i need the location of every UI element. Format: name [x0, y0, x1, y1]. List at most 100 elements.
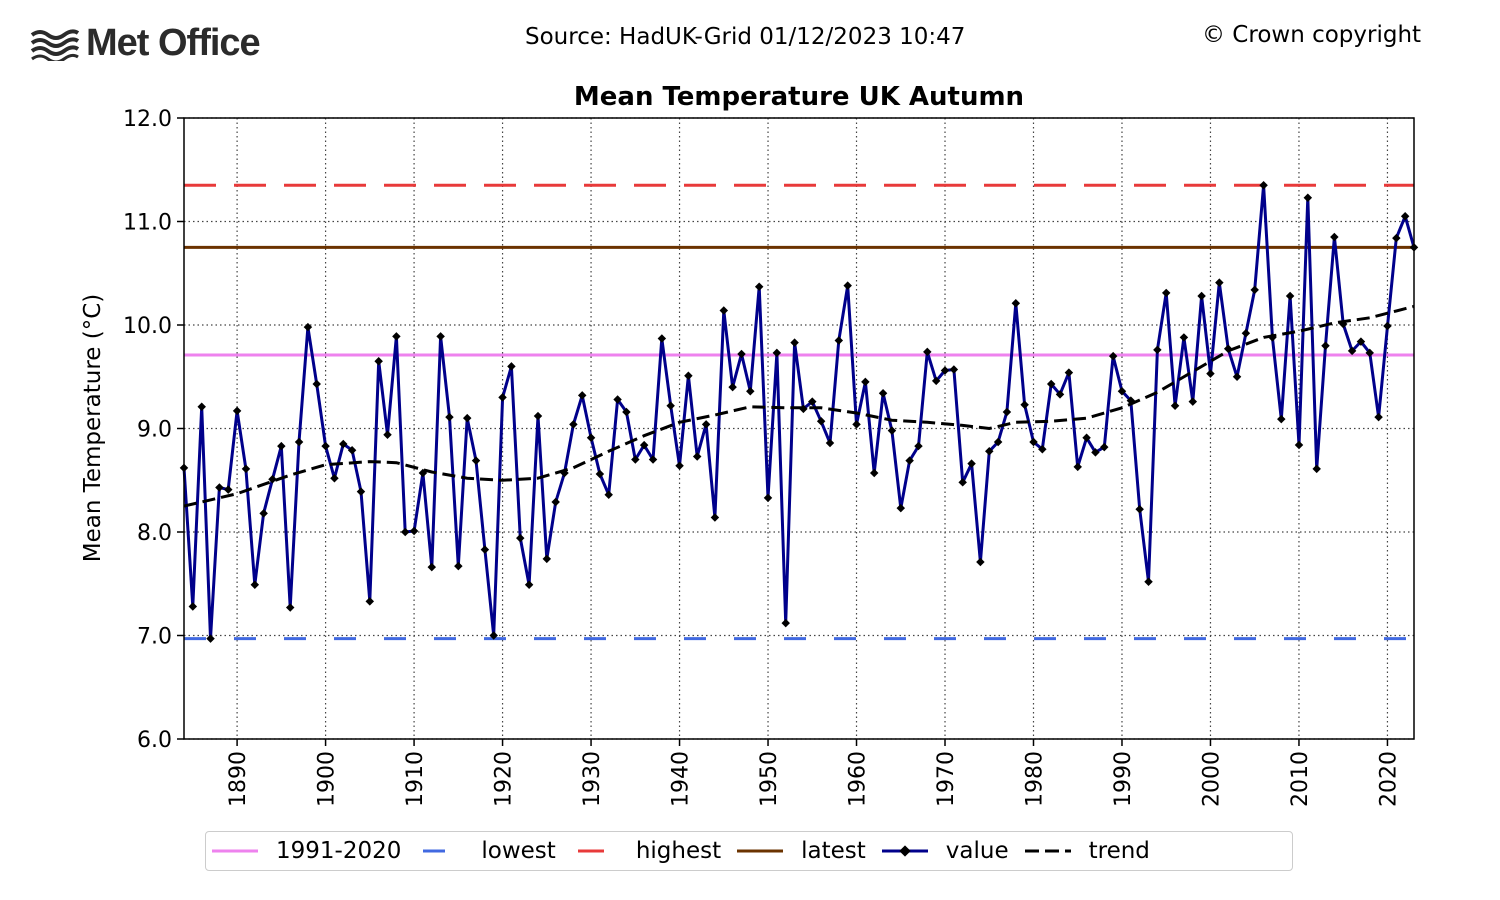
value-point [878, 389, 888, 398]
value-point [861, 377, 870, 387]
value-point [1294, 440, 1304, 450]
value-point [825, 438, 835, 448]
axes: 6.0 7.0 8.0 9.0 10.0 11.0 12.0 1890 1900 1910 1920… [123, 107, 1415, 807]
value-point [710, 513, 720, 522]
value-point [993, 437, 1003, 447]
legend-swatch-highest [572, 845, 618, 857]
value-point [1179, 333, 1189, 342]
legend-swatch-baseline [212, 845, 258, 857]
y-tick-label: 6.0 [137, 728, 172, 753]
value-point [1312, 464, 1321, 474]
value-point [1277, 414, 1286, 424]
x-tick-label: 1940 [669, 751, 694, 807]
legend-label-highest: highest [635, 838, 722, 864]
x-tick-label: 1900 [315, 751, 340, 807]
y-tick-label: 9.0 [137, 418, 172, 443]
value-point [259, 509, 268, 518]
met-office-waves-icon [30, 28, 80, 61]
y-tick-label: 12.0 [123, 107, 172, 132]
value-point [1321, 341, 1330, 350]
value-point [1144, 577, 1153, 586]
legend: 1991-2020 lowest highest latest value tr… [205, 831, 1293, 871]
value-point [1020, 400, 1029, 409]
y-tick-label: 11.0 [123, 211, 172, 236]
value-point [1285, 291, 1295, 301]
value-point [1392, 233, 1401, 243]
value-point [312, 379, 321, 389]
value-point [347, 446, 357, 455]
value-point [896, 503, 906, 513]
value-point [772, 348, 782, 358]
value-point [1374, 412, 1383, 422]
value-point [197, 402, 206, 412]
logo-text: Met Office [86, 22, 261, 64]
value-point [1073, 462, 1082, 472]
value-point [436, 332, 445, 341]
legend-label-lowest: lowest [481, 838, 556, 864]
value-point [489, 631, 498, 640]
value-point [843, 281, 852, 290]
value-point [931, 376, 941, 386]
value-point [852, 420, 861, 429]
legend-item-value: value [881, 838, 1009, 864]
legend-label-value: value [945, 838, 1009, 864]
series [179, 181, 1419, 643]
value-point [631, 455, 640, 464]
value-point [303, 322, 313, 332]
value-point [1082, 433, 1091, 443]
copyright-text: © Crown copyright [1202, 22, 1422, 48]
met-office-logo[interactable]: Met Office [30, 22, 261, 65]
legend-item-baseline: 1991-2020 [212, 838, 401, 864]
value-point [684, 371, 693, 380]
x-tick-label: 2020 [1377, 751, 1402, 807]
chart-title: Mean Temperature UK Autumn [574, 82, 1024, 112]
value-point [524, 580, 534, 590]
value-point [577, 391, 587, 400]
value-point [675, 461, 684, 471]
value-point [1153, 345, 1162, 355]
value-point [551, 497, 560, 507]
trend-line [183, 304, 1415, 508]
x-tick-label: 1950 [757, 751, 782, 807]
value-point [1383, 321, 1392, 331]
value-point [569, 420, 578, 429]
value-point [923, 347, 932, 357]
value-point [1135, 504, 1144, 514]
value-point [887, 426, 897, 435]
value-point [542, 554, 552, 564]
value-point [232, 406, 242, 416]
value-point [1170, 401, 1180, 410]
legend-label-baseline: 1991-2020 [276, 838, 402, 864]
value-point [285, 603, 295, 612]
value-point [1303, 193, 1313, 202]
value-point [949, 365, 959, 374]
value-point [1259, 181, 1268, 190]
value-point [622, 407, 631, 417]
x-tick-label: 1910 [403, 751, 428, 807]
x-tick-label: 1970 [934, 751, 959, 807]
value-point [701, 420, 711, 429]
value-point [321, 441, 330, 451]
x-tick-label: 1930 [580, 751, 605, 807]
x-tick-label: 1980 [1023, 751, 1048, 807]
value-point [586, 433, 596, 443]
value-point [1215, 278, 1224, 287]
legend-swatch-trend [1024, 845, 1071, 857]
legend-item-trend: trend [1024, 838, 1150, 864]
x-tick-label: 1960 [846, 751, 871, 807]
value-point [816, 417, 826, 426]
value-point [746, 387, 755, 396]
value-point [374, 356, 383, 366]
x-tick-label: 2010 [1288, 751, 1313, 807]
value-point [1011, 299, 1021, 308]
value-point [1055, 390, 1065, 399]
value-point [719, 306, 729, 315]
legend-item-highest: highest [572, 838, 721, 864]
value-point [215, 483, 224, 492]
value-point [268, 474, 277, 484]
legend-item-lowest: lowest [417, 838, 556, 864]
value-point [657, 334, 667, 343]
value-point [1002, 407, 1012, 417]
value-point [516, 533, 525, 543]
value-point [330, 473, 339, 483]
